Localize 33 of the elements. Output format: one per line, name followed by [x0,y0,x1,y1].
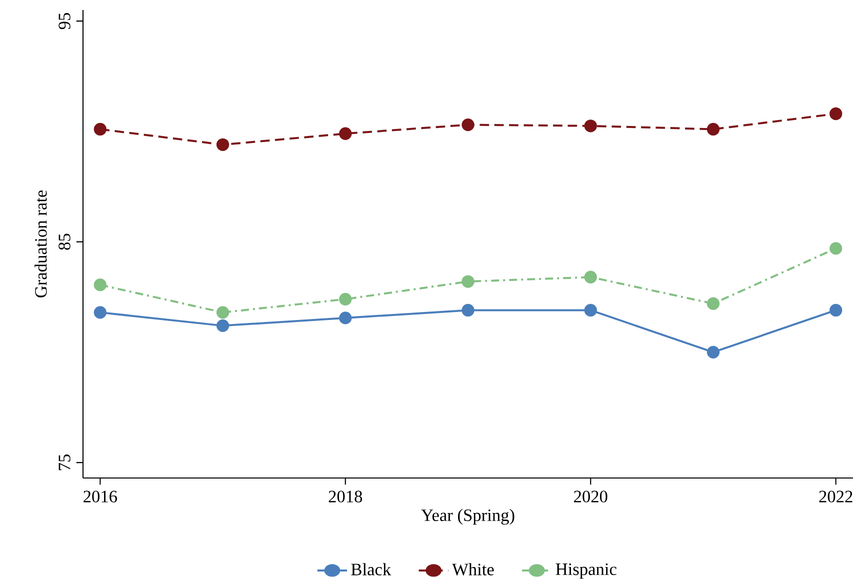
point [216,306,230,319]
legend-label: White [452,563,494,576]
legend-label: Hispanic [556,563,616,579]
legend-label: Black [351,563,392,576]
x-axis-title: Year (Spring) [421,508,514,525]
point [706,297,720,310]
point [830,304,842,317]
point [462,275,474,288]
point [462,304,474,317]
point [584,120,597,132]
x-tick-label: 2020 [574,490,608,502]
point [339,292,352,306]
point [339,312,352,324]
y-tick-label: 95 [58,13,70,30]
point [584,304,597,317]
point [830,242,842,255]
y-tick-label: 75 [58,454,70,470]
y-tick-label: 85 [58,234,70,250]
x-tick-label: 2018 [328,490,362,502]
point [216,138,230,151]
x-tick-label: 2022 [819,490,852,502]
point [216,319,230,332]
point [706,346,720,359]
point [830,107,842,120]
y-axis-title: Graduation rate [34,190,47,298]
point [584,270,597,284]
point [339,127,352,140]
point [94,306,106,319]
point [94,278,106,292]
point [94,122,106,136]
point [706,122,720,136]
point [462,118,474,132]
x-tick-label: 2016 [84,490,117,502]
